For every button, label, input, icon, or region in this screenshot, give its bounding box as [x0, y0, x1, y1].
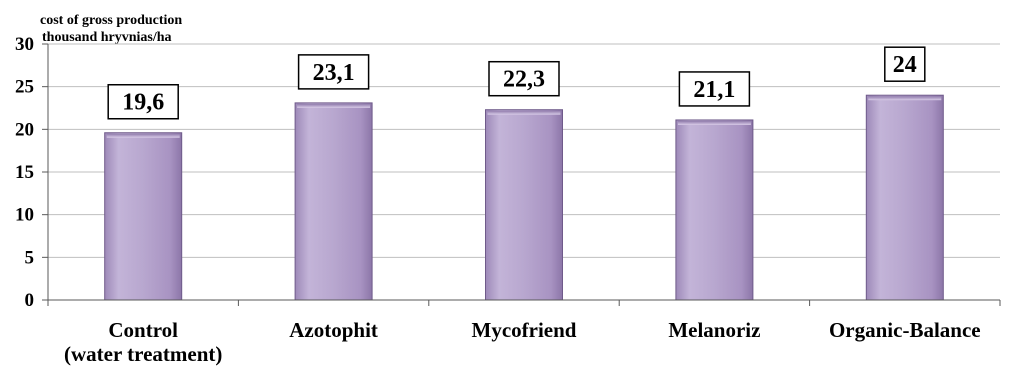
y-axis-title-line: thousand hryvnias/ha	[42, 30, 172, 45]
y-tick-label: 5	[25, 247, 35, 268]
data-label: 21,1	[678, 71, 751, 107]
bar-body	[294, 102, 373, 301]
bar	[485, 109, 563, 301]
data-label: 24	[884, 46, 926, 82]
bar-cap	[297, 103, 371, 108]
y-tick-label: 30	[15, 34, 34, 55]
category-label: Control (water treatment)	[64, 318, 222, 366]
bar	[104, 132, 183, 301]
category-label: Azotophit	[289, 318, 378, 342]
bar-body	[485, 109, 563, 301]
y-tick-label: 20	[15, 119, 34, 140]
y-tick-labels: 0 5 10 15 20 25 30	[15, 34, 48, 311]
category-label: Melanoriz	[668, 318, 760, 342]
y-tick-label: 10	[15, 205, 34, 226]
data-label: 19,6	[107, 83, 179, 120]
data-labels: 19,6 23,1 22,3 21,1 24	[107, 46, 926, 120]
data-label-box	[107, 83, 179, 120]
y-tick-label: 0	[25, 290, 35, 311]
bar	[294, 102, 373, 301]
bar	[675, 119, 754, 301]
y-axis-title-line: cost of gross production	[40, 13, 182, 28]
category-label: Mycofriend	[472, 318, 577, 342]
bar-cap	[106, 133, 180, 138]
bar-body	[865, 94, 944, 301]
bars	[104, 94, 944, 301]
bar-body	[675, 119, 754, 301]
data-label: 22,3	[488, 60, 560, 97]
data-label: 23,1	[297, 54, 370, 90]
bar-cap	[677, 120, 751, 125]
data-label-text: 23,1	[313, 60, 355, 86]
bar-cap	[487, 110, 561, 115]
data-label-box	[678, 71, 751, 107]
data-label-box	[884, 46, 926, 82]
bar	[865, 94, 944, 301]
y-tick-label: 15	[15, 162, 34, 183]
y-axis-title: cost of gross production thousand hryvnia…	[40, 13, 182, 45]
data-label-box	[297, 54, 370, 90]
bar-body	[104, 132, 183, 301]
data-label-text: 22,3	[503, 67, 545, 93]
category-labels: Control (water treatment) Azotophit Mycofri…	[64, 318, 981, 366]
axes	[47, 44, 1001, 306]
data-label-text: 24	[893, 52, 917, 78]
bar-cap	[868, 96, 942, 101]
y-tick-label: 25	[15, 77, 34, 98]
data-label-box	[488, 60, 560, 97]
category-label: Organic-Balance	[829, 318, 981, 342]
data-label-text: 19,6	[122, 90, 164, 116]
data-label-text: 21,1	[693, 77, 735, 103]
